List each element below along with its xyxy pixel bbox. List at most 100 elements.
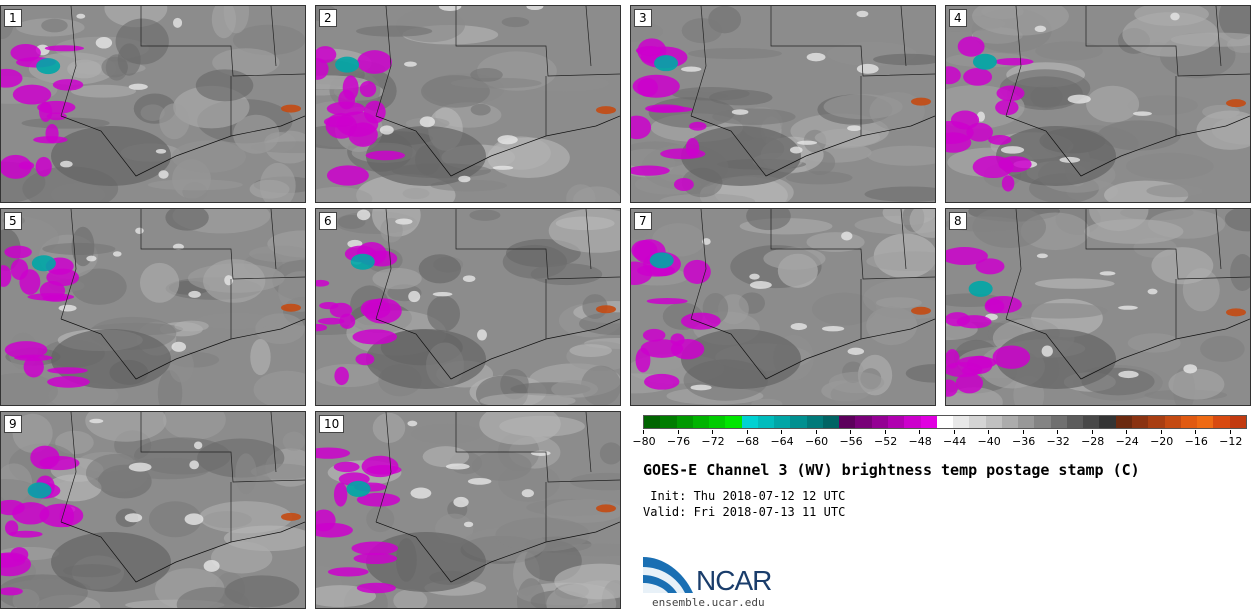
colorbar-tick	[643, 430, 644, 434]
colorbar-tick-label: −60	[804, 435, 829, 448]
colorbar-segment	[1050, 416, 1067, 428]
stamp-panel-3: 3	[630, 5, 936, 203]
colorbar-tick	[1126, 430, 1128, 434]
colorbar-tick-label: −16	[1184, 435, 1208, 448]
colorbar-tick-label: −76	[666, 435, 691, 448]
stamp-panel-7: 7	[630, 208, 936, 406]
colorbar-tick	[1229, 430, 1231, 434]
colorbar-tick	[953, 430, 955, 434]
panel-number: 1	[4, 9, 22, 27]
stamp-panel-10: 10	[315, 411, 621, 609]
colorbar-segment	[725, 416, 742, 428]
colorbar-segment	[1034, 416, 1051, 428]
colorbar-segment	[644, 416, 661, 428]
panel-number: 2	[319, 9, 337, 27]
panel-number: 4	[949, 9, 967, 27]
colorbar-segment	[1229, 416, 1246, 428]
panel-number: 6	[319, 212, 337, 230]
colorbar-tick	[988, 430, 990, 434]
colorbar-segment	[1131, 416, 1149, 428]
panel-number: 9	[4, 415, 22, 433]
colorbar-segment	[709, 416, 726, 428]
colorbar-tick	[884, 430, 886, 434]
colorbar-tick-label: −40	[977, 435, 1001, 448]
colorbar-tick-label: −52	[873, 435, 898, 448]
colorbar-tick-label: −36	[1012, 435, 1036, 448]
colorbar-segment	[741, 416, 758, 428]
ncar-logo-icon	[643, 557, 693, 593]
colorbar-tick	[1195, 430, 1197, 434]
colorbar-segment	[839, 416, 856, 428]
stamp-panel-5: 5	[0, 208, 306, 406]
panel-number: 7	[634, 212, 652, 230]
colorbar-segment	[1148, 416, 1165, 428]
colorbar-tick-label: −68	[735, 435, 760, 448]
colorbar-tick	[1022, 430, 1024, 434]
panel-number: 10	[319, 415, 345, 433]
colorbar-segment	[676, 416, 693, 428]
colorbar-segment	[855, 416, 872, 428]
colorbar-tick	[815, 430, 817, 434]
colorbar-segment	[660, 416, 677, 428]
colorbar-segment	[1213, 416, 1230, 428]
colorbar-tick-label: −56	[839, 435, 863, 448]
stamp-panel-6: 6	[315, 208, 621, 406]
colorbar-tick-label: −72	[701, 435, 725, 448]
ncar-logo-text: NCAR	[696, 565, 772, 596]
colorbar-segment	[985, 416, 1002, 428]
colorbar-tick-label: −24	[1115, 435, 1139, 448]
colorbar-tick	[1057, 430, 1059, 434]
colorbar-tick	[677, 430, 679, 434]
colorbar-segment	[920, 416, 937, 428]
colorbar-tick	[781, 430, 783, 434]
colorbar-segment	[871, 416, 888, 428]
colorbar-tick-label: −44	[943, 435, 967, 448]
colorbar-segment	[1197, 416, 1214, 428]
colorbar-segment	[953, 416, 970, 428]
init-time: Init: Thu 2018-07-12 12 UTC	[643, 489, 846, 503]
colorbar-segment	[1001, 416, 1019, 428]
colorbar-segment	[969, 416, 986, 428]
colorbar	[643, 415, 1247, 429]
colorbar-segment	[1066, 416, 1084, 428]
colorbar-segment	[774, 416, 791, 428]
logo-url: ensemble.ucar.edu	[652, 596, 765, 609]
colorbar-segment	[936, 416, 954, 428]
colorbar-segment	[1018, 416, 1035, 428]
figure-title: GOES-E Channel 3 (WV) brightness temp po…	[643, 461, 1140, 479]
colorbar-tick	[1160, 430, 1162, 434]
panel-number: 3	[634, 9, 652, 27]
colorbar-tick-label: −80	[632, 435, 656, 448]
stamp-panel-9: 9	[0, 411, 306, 609]
colorbar-segment	[904, 416, 921, 428]
stamp-panel-4: 4	[945, 5, 1251, 203]
colorbar-tick	[919, 430, 921, 434]
stamp-panel-1: 1	[0, 5, 306, 203]
colorbar-segment	[692, 416, 710, 428]
colorbar-ticks: −80 −76 −72 −68 −64 −60 −56 −52 −48 −44 −40 −36 −32−…	[632, 430, 1247, 450]
panel-number: 8	[949, 212, 967, 230]
colorbar-segment	[1083, 416, 1100, 428]
colorbar-tick	[850, 430, 852, 434]
colorbar-segment	[790, 416, 807, 428]
colorbar-segment	[806, 416, 823, 428]
colorbar-tick-label: −64	[770, 435, 794, 448]
colorbar-segment	[1115, 416, 1132, 428]
colorbar-segment	[887, 416, 905, 428]
colorbar-tick-label: −20	[1150, 435, 1174, 448]
colorbar-tick	[746, 430, 748, 434]
panel-number: 5	[4, 212, 22, 230]
colorbar-segment	[822, 416, 840, 428]
colorbar-tick-label: −32	[1046, 435, 1070, 448]
colorbar-tick-label: −28	[1081, 435, 1105, 448]
colorbar-tick-label: −48	[908, 435, 932, 448]
colorbar-segment	[1164, 416, 1181, 428]
valid-time: Valid: Fri 2018-07-13 11 UTC	[643, 505, 846, 519]
colorbar-segment	[757, 416, 775, 428]
colorbar-tick	[1091, 430, 1093, 434]
colorbar-segment	[1099, 416, 1116, 428]
colorbar-segment	[1180, 416, 1198, 428]
stamp-panel-8: 8	[945, 208, 1251, 406]
colorbar-tick-label: −12	[1219, 435, 1243, 448]
colorbar-tick	[712, 430, 714, 434]
